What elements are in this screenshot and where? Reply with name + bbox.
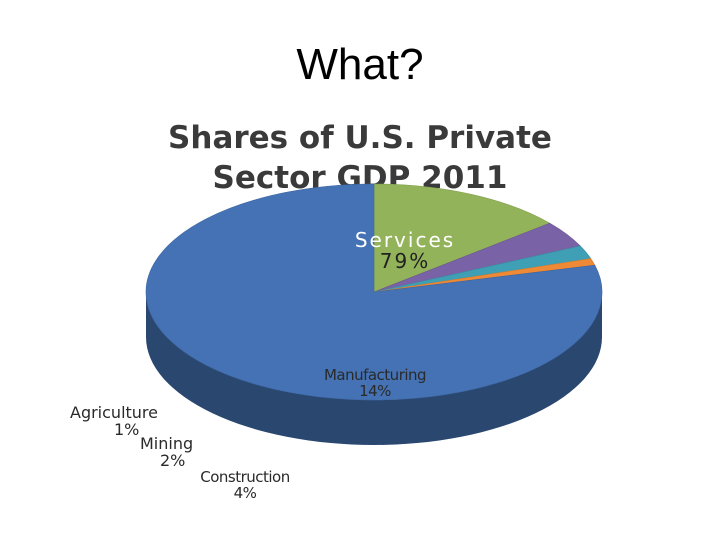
slice-value-manufacturing: 14% [359, 381, 391, 400]
slice-label-services: Services 79% [330, 230, 480, 272]
slide-title: What? [296, 40, 424, 89]
chart-title-line-1: Shares of U.S. Private [168, 120, 552, 156]
slice-value-agriculture: 1% [114, 419, 140, 439]
slice-label-manufacturing: Manufacturing 14% [305, 366, 445, 400]
slice-name-services: Services [354, 228, 456, 252]
slice-name-mining: Mining [140, 434, 194, 453]
slice-value-services: 79% [379, 249, 431, 273]
slice-value-construction: 4% [233, 483, 257, 502]
pie-slice-manufacturing [373, 183, 551, 293]
slice-name-manufacturing: Manufacturing [323, 366, 427, 384]
pie-side-services [146, 292, 602, 445]
slice-name-agriculture: Agriculture [70, 403, 158, 422]
slice-label-mining: Mining 2% [140, 434, 210, 470]
pie-slice-services [145, 183, 603, 401]
slice-name-construction: Construction [200, 468, 290, 486]
slice-label-construction: Construction 4% [195, 468, 295, 502]
slice-label-agriculture: Agriculture 1% [70, 403, 175, 439]
slice-value-mining: 2% [160, 450, 186, 470]
chart-title: Shares of U.S. Private Sector GDP 2011 [150, 118, 570, 198]
